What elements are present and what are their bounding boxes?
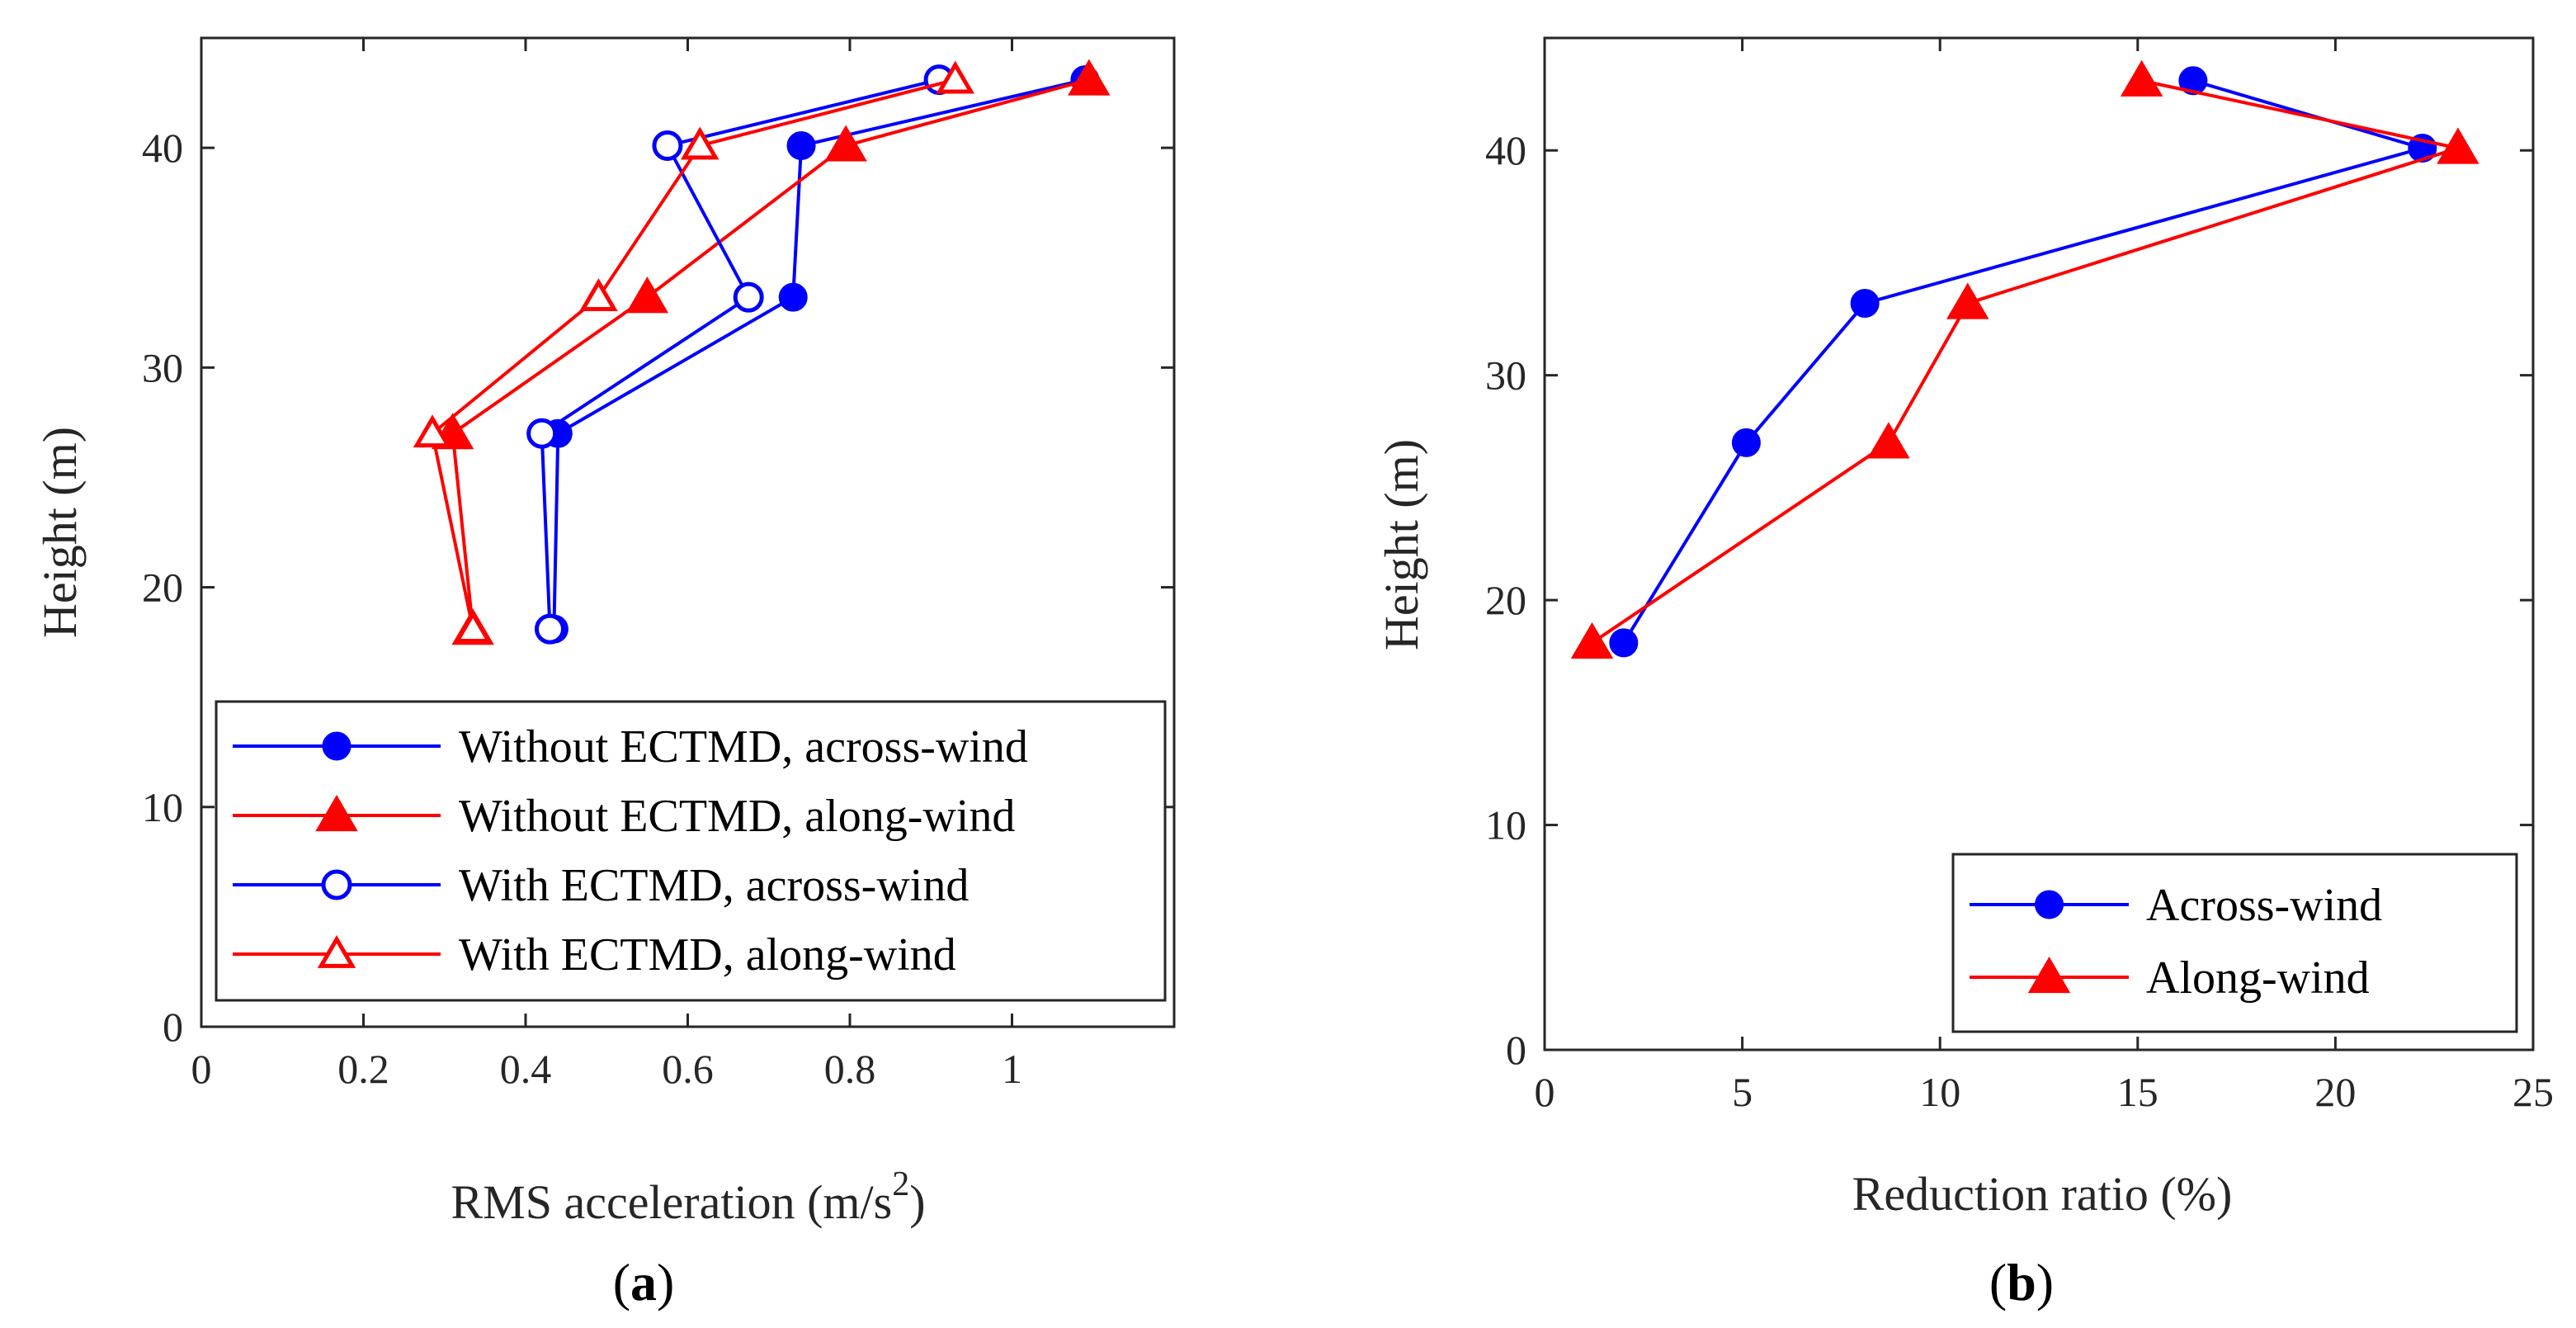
panel-a-y-axis-title: Height (m) <box>33 427 87 638</box>
panel-a-series-2-point <box>824 125 867 162</box>
panel-b-y-tick-label: 10 <box>1485 802 1526 848</box>
panel-b-x-tick-label: 20 <box>2314 1069 2356 1115</box>
panel-a-x-tick-label: 0 <box>191 1046 212 1092</box>
panel-a-legend-label: Without ECTMD, along-wind <box>459 791 1015 842</box>
panel-b-y-axis-title: Height (m) <box>1375 439 1428 650</box>
panel-a-x-tick-label: 0.8 <box>824 1046 876 1092</box>
panel-b-axes-box <box>1543 36 2535 1052</box>
panel-a-series-1-point <box>786 130 816 160</box>
panel-a-x-axis-title: RMS acceleration (m/s2) <box>451 1165 925 1229</box>
panel-a-series-3-point <box>534 613 565 645</box>
panel-b-series-2-point <box>1570 621 1614 659</box>
panel-b-legend-label: Along-wind <box>2146 952 2370 1004</box>
panel-b-series-1-point <box>2178 66 2208 96</box>
panel-b-series-2-point <box>1867 422 1910 459</box>
panel-b-series-1-point <box>1609 628 1639 658</box>
panel-a-legend: Without ECTMD, across-wind Without ECTMD,… <box>215 700 1167 1002</box>
panel-a-legend-marker <box>317 935 356 968</box>
panel-b-legend: Across-wind Along-wind <box>1951 853 2518 1033</box>
panel-b-x-tick-label: 0 <box>1535 1069 1555 1115</box>
panel-a-series-1-point <box>778 282 808 312</box>
panel-b-series-2-point <box>2437 127 2479 164</box>
panel-b-legend-marker <box>2027 957 2071 994</box>
panel-a-x-tick-label: 0.4 <box>500 1046 552 1092</box>
panel-b-legend-label: Across-wind <box>2146 880 2382 931</box>
panel-a-x-tick-label: 0.2 <box>337 1046 389 1092</box>
panel-b-y-tick-label: 40 <box>1485 127 1526 173</box>
panel-b-y-tick-label: 0 <box>1506 1027 1526 1073</box>
panel-a-legend-marker <box>315 795 358 832</box>
panel-a-axes-box <box>200 36 1176 1028</box>
panel-a-y-tick-label: 10 <box>142 784 183 830</box>
panel-b-caption: (b) <box>1989 1253 2054 1311</box>
panel-a-caption: (a) <box>613 1253 675 1311</box>
panel-a-series-2-point <box>1068 59 1111 96</box>
panel-b-series-1-point <box>1731 428 1761 457</box>
panel-a-y-tick-label: 40 <box>142 125 183 171</box>
panel-a-legend-marker <box>322 731 351 761</box>
panel-b-x-tick-label: 5 <box>1732 1069 1753 1115</box>
panel-a-series-4-point <box>680 126 719 160</box>
panel-a-legend-box <box>215 700 1167 1002</box>
panel-a-series-2-point <box>625 276 669 314</box>
panel-a-x-tick-label: 0.6 <box>662 1046 714 1092</box>
panel-b-x-tick-label: 15 <box>2117 1069 2158 1115</box>
panel-a-series-4-point <box>413 414 452 448</box>
panel-b-series-2-point <box>1946 282 1989 319</box>
panel-a-series-4-point <box>579 278 618 312</box>
panel-b-legend-box <box>1951 853 2518 1033</box>
panel-b-chart: 0 5 10 15 20 25 0 10 20 30 40 Height (m) Reduction… <box>1375 36 2554 1311</box>
panel-b-x-axis-title: Reduction ratio (%) <box>1852 1167 2233 1221</box>
panel-a-series-4-point <box>453 610 493 644</box>
panel-b-x-tick-label: 25 <box>2512 1069 2554 1115</box>
panel-b-y-tick-label: 30 <box>1485 352 1526 399</box>
panel-b-y-tick-label: 20 <box>1485 577 1526 623</box>
panel-a-y-tick-label: 0 <box>163 1004 183 1050</box>
panel-a-series-3-point <box>733 281 764 313</box>
panel-a-series-3-point <box>526 418 558 449</box>
panel-a-y-tick-label: 20 <box>142 565 183 611</box>
panel-b-x-tick-label: 10 <box>1919 1069 1960 1115</box>
panel-b-series-2-point <box>2120 59 2163 97</box>
panel-a-y-tick-label: 30 <box>142 344 183 390</box>
panel-a-legend-label: With ECTMD, across-wind <box>459 860 969 911</box>
panel-a-legend-label: With ECTMD, along-wind <box>459 929 956 981</box>
panel-a-legend-label: Without ECTMD, across-wind <box>459 721 1028 773</box>
panel-a-series-3-point <box>652 130 683 161</box>
panel-b-legend-marker <box>2035 890 2064 919</box>
panel-a-legend-marker <box>321 869 352 900</box>
panel-b-series-1-point <box>1850 288 1880 318</box>
panel-a-series-4-point <box>936 60 974 94</box>
panel-a-x-tick-label: 1 <box>1002 1046 1022 1092</box>
